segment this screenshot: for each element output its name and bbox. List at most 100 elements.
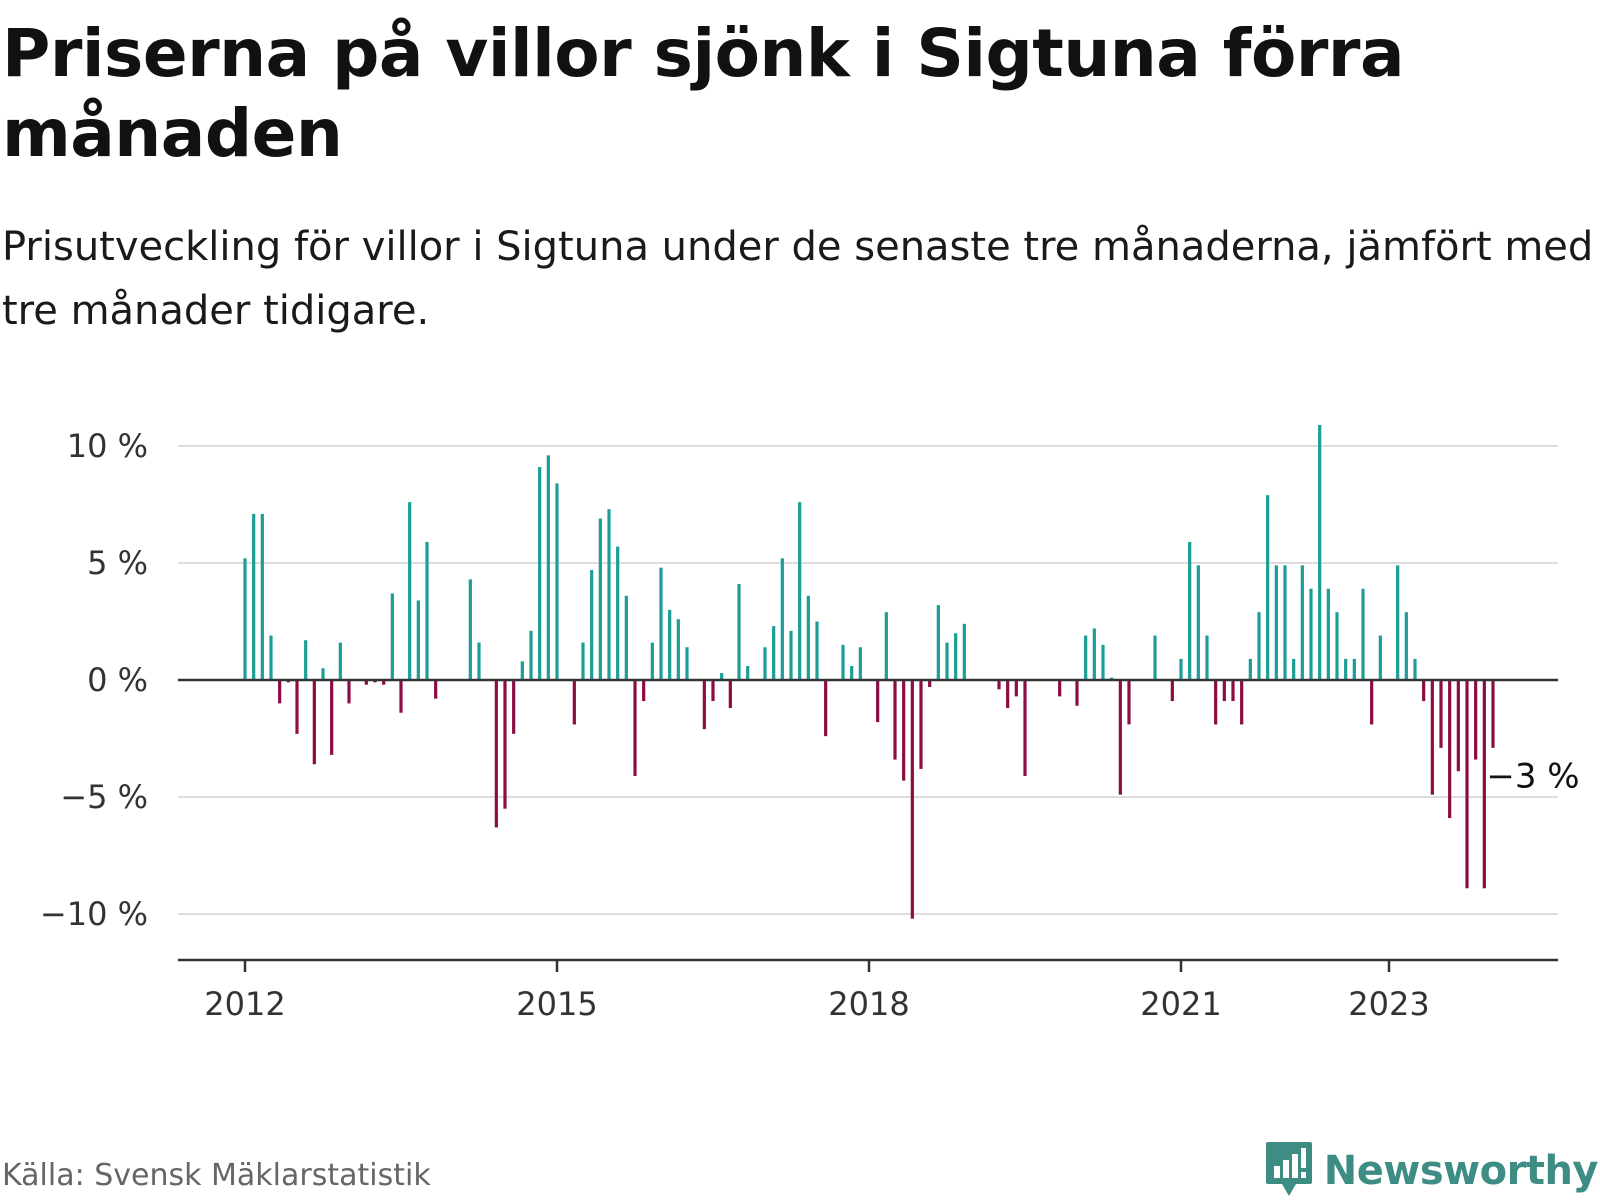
bar	[841, 644, 845, 680]
bar	[529, 630, 533, 680]
bar	[650, 642, 654, 680]
brand-logo: Newsworthy	[1264, 1140, 1599, 1202]
x-tick-label: 2015	[516, 985, 597, 1023]
bar	[269, 635, 273, 680]
annotations: −3 %	[1483, 754, 1582, 800]
bar	[1439, 680, 1443, 748]
source-note: Källa: Svensk Mäklarstatistik	[2, 1158, 431, 1193]
bar	[555, 483, 559, 680]
bar	[659, 567, 663, 680]
bar	[928, 680, 932, 688]
chart-title: Priserna på villor sjönk i Sigtuna förra…	[2, 15, 1405, 172]
bar-chart: 10 % 5 % 0 % −5 % −10 % 2012 2015 2018 2021 2023…	[39, 424, 1582, 1023]
bar	[416, 600, 420, 680]
bar	[806, 595, 810, 680]
bar	[1456, 680, 1460, 772]
bar	[919, 680, 923, 769]
bar	[364, 680, 368, 685]
bar	[1430, 680, 1434, 795]
bar	[798, 502, 802, 680]
bar	[1153, 635, 1157, 680]
x-tick-label: 2021	[1140, 985, 1221, 1023]
bar	[494, 680, 498, 828]
bar	[1127, 680, 1131, 725]
bar	[711, 680, 715, 702]
bar	[936, 605, 940, 680]
bar	[815, 621, 819, 680]
bar	[642, 680, 646, 702]
bar	[1248, 658, 1252, 680]
bar	[1370, 680, 1374, 725]
x-tick-label: 2023	[1348, 985, 1429, 1023]
y-tick-label: −10 %	[40, 895, 148, 933]
bar	[789, 630, 793, 680]
bar	[425, 541, 429, 680]
bar	[1326, 588, 1330, 680]
bar	[1344, 658, 1348, 680]
y-tick-label: 10 %	[67, 427, 148, 465]
x-tick-labels: 2012 2015 2018 2021 2023	[204, 985, 1429, 1023]
bar	[884, 612, 888, 680]
bar	[1482, 680, 1486, 889]
bar	[1361, 588, 1365, 680]
bar	[624, 595, 628, 680]
bar	[1006, 680, 1010, 709]
bar	[1231, 680, 1235, 702]
y-tick-label: 0 %	[87, 661, 148, 699]
axes	[178, 678, 1558, 972]
bar	[399, 680, 403, 713]
bar	[252, 513, 256, 680]
bar	[1179, 658, 1183, 680]
x-tick-label: 2018	[828, 985, 909, 1023]
bar	[1465, 680, 1469, 889]
bar	[962, 623, 966, 680]
bar	[633, 680, 637, 776]
bar	[1300, 565, 1304, 680]
bar	[330, 680, 334, 755]
y-tick-label: −5 %	[60, 778, 148, 816]
bar	[1240, 680, 1244, 725]
bar	[737, 584, 741, 680]
bar	[338, 642, 342, 680]
bar	[893, 680, 897, 760]
bar	[954, 633, 958, 680]
bar	[746, 665, 750, 680]
bar	[321, 668, 325, 680]
bar	[616, 546, 620, 680]
bar	[243, 558, 247, 680]
newsworthy-logo-icon	[1264, 1140, 1314, 1202]
bar	[512, 680, 516, 734]
bar	[295, 680, 299, 734]
bar	[1101, 644, 1105, 680]
bar	[1396, 565, 1400, 680]
bar	[1283, 565, 1287, 680]
bar	[572, 680, 576, 725]
bar	[598, 518, 602, 680]
bar	[408, 502, 412, 680]
bar	[1422, 680, 1426, 702]
bar	[876, 680, 880, 723]
bar	[702, 680, 706, 730]
bar	[1352, 658, 1356, 680]
bar	[1257, 612, 1261, 680]
bar	[1413, 658, 1417, 680]
bar	[1075, 680, 1079, 706]
bar	[676, 619, 680, 680]
bar	[477, 642, 481, 680]
bar	[590, 570, 594, 680]
bar	[434, 680, 438, 699]
bar	[1196, 565, 1200, 680]
bar	[910, 680, 914, 919]
bar	[1274, 565, 1278, 680]
bar	[668, 609, 672, 680]
bar	[1222, 680, 1226, 702]
bar	[1170, 680, 1174, 702]
bar	[1335, 612, 1339, 680]
bar	[1448, 680, 1452, 819]
bar	[824, 680, 828, 737]
bar	[1205, 635, 1209, 680]
bar	[260, 513, 264, 680]
grid-lines	[178, 445, 1558, 915]
bar	[1292, 658, 1296, 680]
bar	[538, 467, 542, 680]
